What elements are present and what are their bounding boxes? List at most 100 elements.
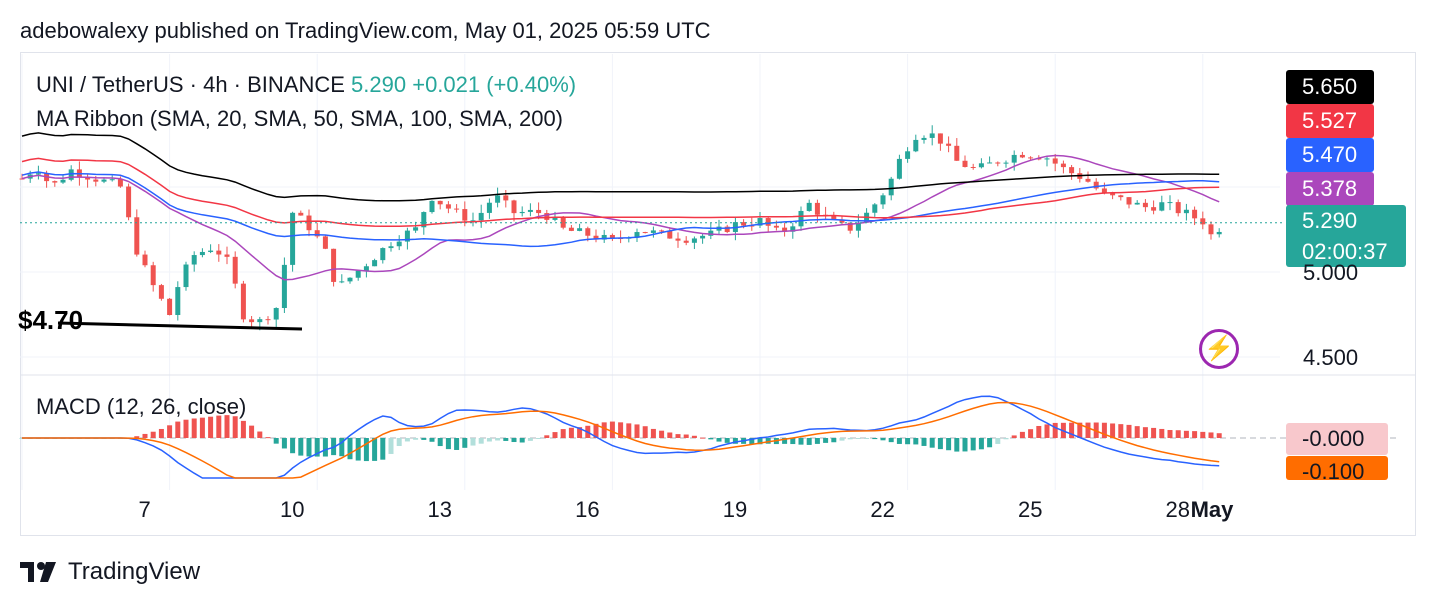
symbol-label: UNI / TetherUS · 4h · BINANCE <box>36 72 345 97</box>
macd-histogram-bar <box>265 437 271 439</box>
macd-histogram-bar <box>593 423 599 438</box>
macd-histogram-bar <box>413 438 419 440</box>
candle-body <box>273 308 279 320</box>
candle-body <box>1142 202 1148 208</box>
macd-histogram-bar <box>527 438 533 441</box>
macd-histogram-bar <box>175 421 181 438</box>
x-axis-tick: 25 <box>1018 497 1042 522</box>
candle-body <box>1085 178 1091 182</box>
macd-histogram-bar <box>847 438 853 440</box>
support-trendline <box>57 321 303 331</box>
lightning-icon[interactable]: ⚡ <box>1199 329 1239 369</box>
candle-body <box>995 162 1001 164</box>
macd-legend[interactable]: MACD (12, 26, close) <box>36 394 247 419</box>
sma50-badge: 5.470 <box>1286 138 1374 172</box>
candle-body <box>937 133 943 144</box>
macd-histogram-bar <box>962 438 968 452</box>
candle-body <box>1167 202 1173 204</box>
price-axis-tick: 5.000 <box>1303 260 1359 285</box>
candle-body <box>142 254 148 266</box>
symbol-legend: UNI / TetherUS · 4h · BINANCE 5.290 +0.0… <box>36 72 576 98</box>
macd-histogram-bar <box>1151 427 1157 438</box>
candle-body <box>683 240 689 243</box>
support-annotation: $4.70 <box>18 305 84 335</box>
macd-histogram-bar <box>1192 431 1198 438</box>
candle-body <box>831 215 837 220</box>
macd-histogram-bar <box>642 426 648 438</box>
x-axis-tick: 10 <box>280 497 304 522</box>
macd-histogram-bar <box>150 431 156 438</box>
x-axis-tick: 22 <box>870 497 894 522</box>
candle-body <box>68 169 74 180</box>
macd-histogram-bar <box>618 422 624 438</box>
candle-body <box>568 227 574 231</box>
candle-body <box>806 202 812 211</box>
macd-histogram-bar <box>281 438 287 449</box>
candle-body <box>1216 231 1222 235</box>
macd-histogram-bar <box>946 438 952 451</box>
macd-histogram-bar <box>519 438 525 443</box>
tradingview-footer[interactable]: TradingView <box>20 558 200 586</box>
candle-body <box>659 230 665 232</box>
macd-histogram-bar <box>1036 425 1042 438</box>
candle-body <box>527 209 533 212</box>
published-header: adebowalexy published on TradingView.com… <box>20 18 711 43</box>
macd-histogram-bar <box>191 418 197 438</box>
macd-histogram-bar <box>216 415 222 438</box>
macd-histogram-bar <box>864 438 870 439</box>
macd-histogram-bar <box>1118 424 1124 438</box>
macd-histogram-bar <box>905 438 911 445</box>
macd-histogram-bar <box>298 438 304 456</box>
macd-histogram-bar <box>544 435 550 438</box>
macd-histogram-bar <box>1044 424 1050 438</box>
candle-body <box>85 177 91 180</box>
candle-body <box>52 181 58 183</box>
candle-body <box>462 209 468 221</box>
macd-histogram-bar <box>1216 433 1222 438</box>
macd-histogram-bar <box>1167 430 1173 438</box>
ma-ribbon-legend[interactable]: MA Ribbon (SMA, 20, SMA, 50, SMA, 100, S… <box>36 106 564 131</box>
macd-histogram-bar <box>577 427 583 438</box>
macd-histogram-bar <box>568 427 574 438</box>
candle-body <box>224 254 230 257</box>
x-axis-tick: May <box>1191 497 1235 522</box>
macd-histogram-bar <box>823 438 829 443</box>
candle-body <box>208 250 214 252</box>
macd-histogram-bar <box>462 438 468 448</box>
candle-body <box>987 162 993 164</box>
macd-histogram-bar <box>675 434 681 438</box>
macd-histogram-bar <box>454 438 460 450</box>
candle-body <box>790 226 796 232</box>
candle-body <box>880 195 886 205</box>
chart-frame <box>20 52 1416 536</box>
macd-histogram-bar <box>1110 423 1116 438</box>
candle-body <box>700 235 706 239</box>
candle-body <box>257 319 263 323</box>
macd-histogram-bar <box>1101 422 1107 438</box>
candle-body <box>216 250 222 255</box>
macd-histogram-bar <box>650 428 656 438</box>
macd-histogram-bar <box>1208 432 1214 438</box>
candle-body <box>814 202 820 215</box>
macd-histogram-bar <box>782 438 788 444</box>
candle-body <box>536 209 542 214</box>
candle-body <box>249 319 255 323</box>
macd-histogram-bar <box>240 420 246 438</box>
macd-histogram-bar <box>970 438 976 451</box>
macd-histogram-bar <box>880 438 886 441</box>
candle-body <box>355 270 361 278</box>
macd-histogram-bar <box>470 438 476 446</box>
macd-histogram-bar <box>806 438 812 445</box>
candle-body <box>167 298 173 316</box>
macd-histogram-bar <box>937 438 943 450</box>
macd-histogram-bar <box>724 438 730 443</box>
candle-body <box>1200 218 1206 225</box>
sma20-badge: 5.378 <box>1286 172 1374 206</box>
candle-body <box>183 264 189 288</box>
macd-histogram-bar <box>626 423 632 438</box>
candle-body <box>413 227 419 231</box>
macd-histogram-bar <box>478 438 484 444</box>
candle-body <box>1093 181 1099 189</box>
macd-histogram-bar <box>1126 424 1132 438</box>
